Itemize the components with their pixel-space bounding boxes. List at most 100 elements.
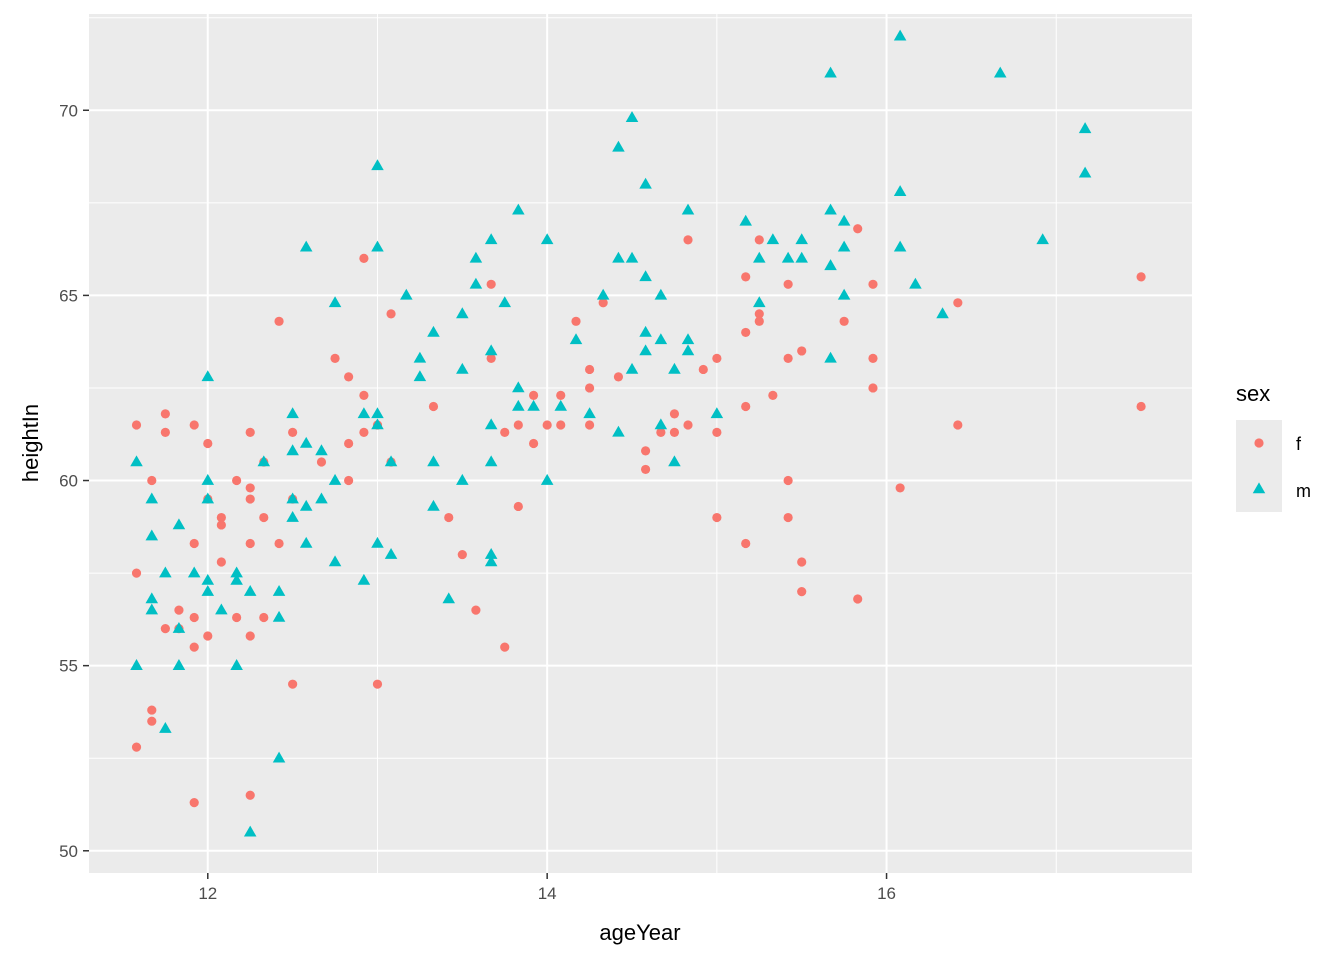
data-point-m xyxy=(315,444,328,456)
data-point-f xyxy=(868,279,878,289)
data-point-m xyxy=(187,566,201,578)
x-axis-title: ageYear xyxy=(599,920,680,945)
data-point-f xyxy=(189,642,199,652)
data-point-m xyxy=(612,425,625,437)
data-point-m xyxy=(498,296,512,308)
data-point-m xyxy=(766,233,780,245)
data-point-m xyxy=(159,721,172,733)
data-point-f xyxy=(868,383,878,393)
data-point-f xyxy=(372,679,383,689)
series-f-points xyxy=(131,224,1146,808)
data-point-f xyxy=(131,742,142,752)
data-point-m xyxy=(286,407,299,419)
data-point-f xyxy=(131,568,142,578)
data-point-m xyxy=(753,251,766,263)
data-point-f xyxy=(216,520,226,530)
data-point-f xyxy=(741,401,751,412)
data-point-m xyxy=(427,325,440,337)
data-point-f xyxy=(683,235,693,245)
data-point-m xyxy=(201,492,215,504)
data-point-m xyxy=(1078,166,1092,178)
data-point-m xyxy=(286,492,299,504)
data-point-f xyxy=(216,512,226,523)
data-point-m xyxy=(909,277,922,289)
data-point-m xyxy=(654,288,668,300)
data-point-m xyxy=(540,233,554,245)
data-point-m xyxy=(456,473,469,485)
data-point-f xyxy=(712,427,722,437)
data-point-f xyxy=(513,420,523,430)
data-point-f xyxy=(486,279,496,289)
data-point-m xyxy=(456,362,469,374)
data-point-m xyxy=(243,585,257,596)
data-point-m xyxy=(286,444,299,456)
data-point-f xyxy=(683,420,693,430)
legend-label-f: f xyxy=(1296,434,1302,454)
data-point-m xyxy=(668,362,681,374)
data-point-f xyxy=(245,427,255,437)
panel-background xyxy=(89,14,1192,873)
data-point-f xyxy=(797,346,807,356)
data-point-f xyxy=(712,353,722,363)
data-point-f xyxy=(359,390,369,400)
data-point-f xyxy=(953,420,963,430)
data-point-m xyxy=(299,240,313,252)
data-point-f xyxy=(768,390,778,400)
data-point-m xyxy=(299,499,313,511)
legend-title: sex xyxy=(1236,381,1270,406)
data-point-m xyxy=(371,536,384,548)
data-point-m xyxy=(328,555,342,567)
data-point-m xyxy=(681,203,695,215)
data-point-m xyxy=(837,240,851,252)
data-point-m xyxy=(837,288,851,300)
data-point-m xyxy=(484,418,498,430)
data-point-m xyxy=(512,399,525,411)
data-point-f xyxy=(1136,401,1146,412)
data-point-m xyxy=(315,492,328,504)
data-point-f xyxy=(500,642,510,652)
data-point-f xyxy=(259,512,269,523)
data-point-m xyxy=(201,573,215,585)
data-point-m xyxy=(824,351,837,363)
data-point-f xyxy=(344,372,354,382)
data-point-m xyxy=(328,473,342,485)
data-point-f xyxy=(754,316,764,326)
data-point-m xyxy=(639,177,652,189)
data-point-m xyxy=(654,418,668,430)
data-point-f xyxy=(853,594,863,604)
data-point-f xyxy=(584,420,595,430)
data-point-m xyxy=(893,29,907,41)
data-point-m xyxy=(596,288,610,300)
data-point-f xyxy=(868,353,878,363)
data-point-f xyxy=(147,716,157,726)
data-point-f xyxy=(500,427,510,437)
legend-keys xyxy=(1252,438,1266,494)
data-point-f xyxy=(359,427,369,437)
data-point-f xyxy=(189,538,199,549)
data-point-f xyxy=(471,605,481,615)
data-point-m xyxy=(893,240,907,252)
data-point-f xyxy=(457,549,467,560)
data-point-m xyxy=(272,585,286,596)
data-point-m xyxy=(893,185,907,197)
y-tick-label: 60 xyxy=(59,472,78,491)
data-point-m xyxy=(527,399,540,411)
data-point-f xyxy=(741,272,751,282)
data-point-m xyxy=(384,547,398,559)
data-point-f xyxy=(783,512,793,523)
y-tick-label: 50 xyxy=(59,842,78,861)
data-point-m xyxy=(795,233,808,245)
data-point-f xyxy=(613,372,624,382)
data-point-m xyxy=(484,555,498,567)
data-point-f xyxy=(754,235,764,245)
data-point-m xyxy=(400,288,413,300)
data-point-f xyxy=(640,446,651,456)
data-point-m xyxy=(681,333,695,345)
data-point-f xyxy=(669,427,680,437)
data-point-f xyxy=(783,279,793,289)
data-point-m xyxy=(243,825,257,837)
data-point-f xyxy=(274,538,284,549)
data-point-m xyxy=(371,418,384,430)
data-point-f xyxy=(274,316,284,326)
